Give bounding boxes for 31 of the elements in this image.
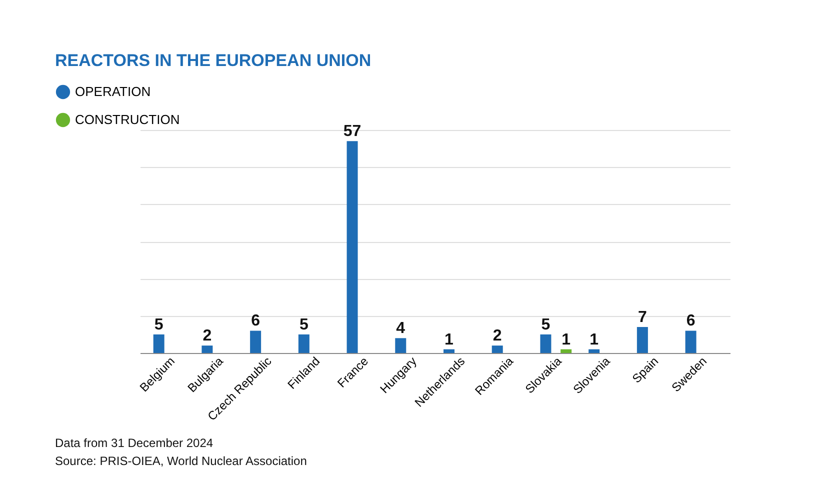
data-label: 2 [202,328,212,345]
data-label: 4 [396,320,406,338]
data-label: 5 [299,316,308,334]
bar [588,349,600,353]
data-label: 2 [492,328,502,345]
bar [346,141,358,353]
bar [492,346,503,353]
bar [685,330,696,353]
source-note: Source: PRIS-OIEA, World Nuclear Association [55,454,307,468]
bar [395,338,406,353]
bar [540,334,552,353]
data-label: 7 [638,308,647,326]
data-label: 1 [562,331,571,348]
data-label: 1 [444,331,454,348]
legend-label: OPERATION [75,84,151,99]
data-label: 6 [686,312,696,330]
data-label: 5 [154,316,164,334]
text: Data from 31 December 2024 [55,436,214,450]
data-label: 57 [343,123,362,140]
bar [153,334,164,353]
chart-title: REACTORS IN THE EUROPEAN UNION [55,51,372,70]
bar [202,346,213,353]
data-label: 1 [590,331,599,348]
bar [298,334,310,353]
bar [560,349,572,353]
bar [636,326,648,353]
bar [444,349,454,353]
legend-label: CONSTRUCTION [75,112,180,127]
bar [250,330,262,353]
data-label: 6 [251,312,260,330]
data-label: 5 [541,316,550,334]
